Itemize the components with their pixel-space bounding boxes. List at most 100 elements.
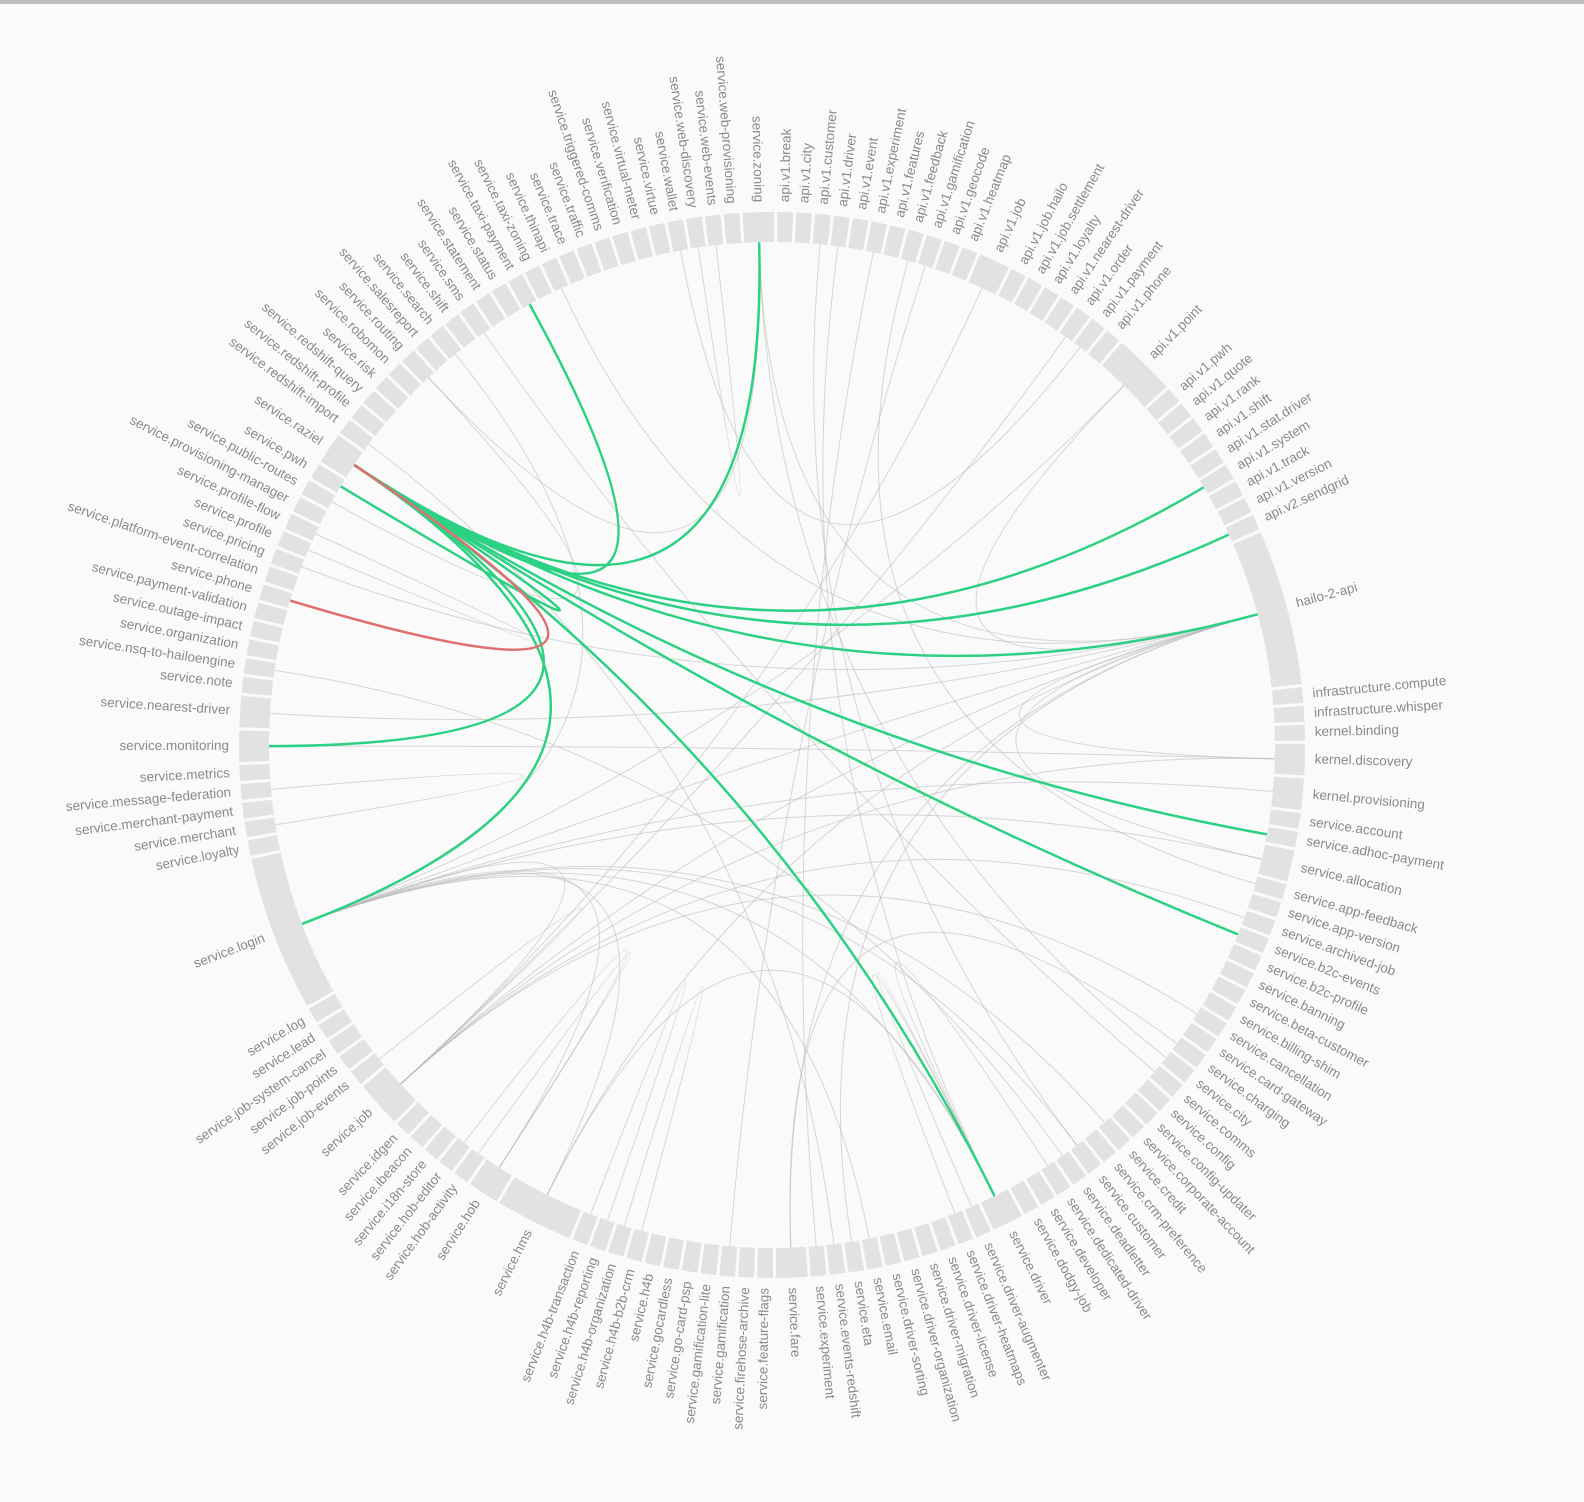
arc bbox=[239, 730, 270, 762]
arc bbox=[667, 219, 688, 252]
arc bbox=[1227, 944, 1262, 971]
arc bbox=[1268, 809, 1301, 829]
chord bbox=[813, 244, 1078, 1146]
arc bbox=[328, 1024, 363, 1054]
links bbox=[268, 242, 1275, 1248]
arc bbox=[339, 1039, 373, 1070]
arc bbox=[1169, 418, 1203, 449]
arc bbox=[416, 337, 448, 371]
chord bbox=[876, 972, 996, 1207]
arc bbox=[865, 221, 888, 254]
node-label: api.v1.break bbox=[777, 128, 794, 202]
arc bbox=[931, 1217, 956, 1251]
arc bbox=[968, 254, 1009, 295]
arc bbox=[1233, 532, 1302, 688]
chord bbox=[268, 745, 1275, 760]
arc bbox=[1026, 1171, 1055, 1206]
arc bbox=[430, 325, 462, 359]
arc bbox=[1272, 687, 1304, 706]
highlight-chord bbox=[353, 463, 1268, 836]
arc bbox=[541, 257, 569, 292]
arc bbox=[469, 1159, 512, 1202]
arc bbox=[663, 1237, 684, 1270]
arc bbox=[1217, 498, 1252, 526]
arc bbox=[239, 695, 272, 729]
arc bbox=[1010, 1180, 1039, 1215]
arc bbox=[1088, 330, 1120, 364]
arc bbox=[1274, 743, 1305, 776]
arc bbox=[351, 405, 385, 436]
arc bbox=[362, 1067, 416, 1122]
arc bbox=[1098, 1117, 1131, 1151]
arc bbox=[590, 1217, 615, 1252]
chord bbox=[270, 773, 523, 826]
arc bbox=[350, 1053, 384, 1085]
node-label: api.v1.point bbox=[1146, 302, 1205, 362]
arc bbox=[1258, 844, 1295, 882]
chord bbox=[274, 669, 1063, 1156]
arc bbox=[981, 1189, 1022, 1230]
node-label: api.v1.city bbox=[796, 142, 815, 203]
arc bbox=[491, 283, 521, 318]
chord bbox=[624, 986, 704, 1231]
chord bbox=[729, 265, 926, 1247]
arc bbox=[1146, 389, 1180, 421]
arc bbox=[388, 363, 421, 396]
highlight-chord bbox=[289, 463, 550, 651]
arc bbox=[848, 218, 869, 251]
arc bbox=[648, 222, 671, 256]
arc bbox=[1241, 910, 1276, 936]
arc bbox=[1158, 403, 1192, 435]
arc bbox=[883, 225, 906, 259]
node-label: service.gamification bbox=[708, 1285, 733, 1404]
chord bbox=[1015, 613, 1262, 860]
chord bbox=[483, 332, 1155, 1072]
chord bbox=[400, 336, 1067, 1085]
arc bbox=[1235, 927, 1269, 953]
arc bbox=[285, 514, 319, 541]
arc bbox=[250, 621, 283, 643]
arc bbox=[576, 243, 602, 278]
arc bbox=[1265, 827, 1298, 848]
arc bbox=[775, 1246, 808, 1278]
arc bbox=[1044, 297, 1075, 331]
chord bbox=[871, 974, 996, 1214]
node-label: infrastructure.compute bbox=[1312, 673, 1447, 701]
chord bbox=[301, 872, 621, 1196]
chord bbox=[822, 246, 996, 1197]
arc bbox=[318, 1009, 353, 1039]
arc bbox=[1125, 1092, 1158, 1125]
arc bbox=[830, 215, 850, 248]
arc bbox=[402, 350, 434, 383]
arc bbox=[277, 531, 312, 557]
arc bbox=[1200, 465, 1234, 494]
chord bbox=[546, 613, 1258, 1196]
chord bbox=[546, 970, 996, 1197]
arc bbox=[900, 229, 924, 263]
arc bbox=[594, 237, 619, 271]
arc bbox=[948, 1210, 974, 1245]
chord bbox=[301, 781, 1273, 925]
highlight-chord bbox=[268, 463, 545, 748]
node-label: service.login bbox=[191, 930, 266, 971]
arc bbox=[559, 250, 585, 284]
node-label: kernel.discovery bbox=[1315, 751, 1413, 769]
arc bbox=[1137, 1079, 1171, 1111]
arc bbox=[460, 303, 491, 337]
arc bbox=[704, 214, 724, 247]
node-label: kernel.binding bbox=[1315, 722, 1399, 739]
arc bbox=[1059, 307, 1090, 342]
chord bbox=[1018, 613, 1275, 760]
arc bbox=[879, 1232, 902, 1266]
arc bbox=[1029, 287, 1059, 321]
chord bbox=[378, 907, 582, 1085]
arc bbox=[1056, 1151, 1087, 1185]
arc bbox=[1190, 449, 1224, 479]
chord bbox=[400, 859, 1245, 1085]
arc bbox=[363, 390, 397, 423]
chord bbox=[400, 757, 1275, 1085]
arc bbox=[475, 293, 506, 327]
arc bbox=[1225, 514, 1260, 542]
arc bbox=[935, 240, 960, 275]
arc bbox=[1112, 1105, 1145, 1138]
